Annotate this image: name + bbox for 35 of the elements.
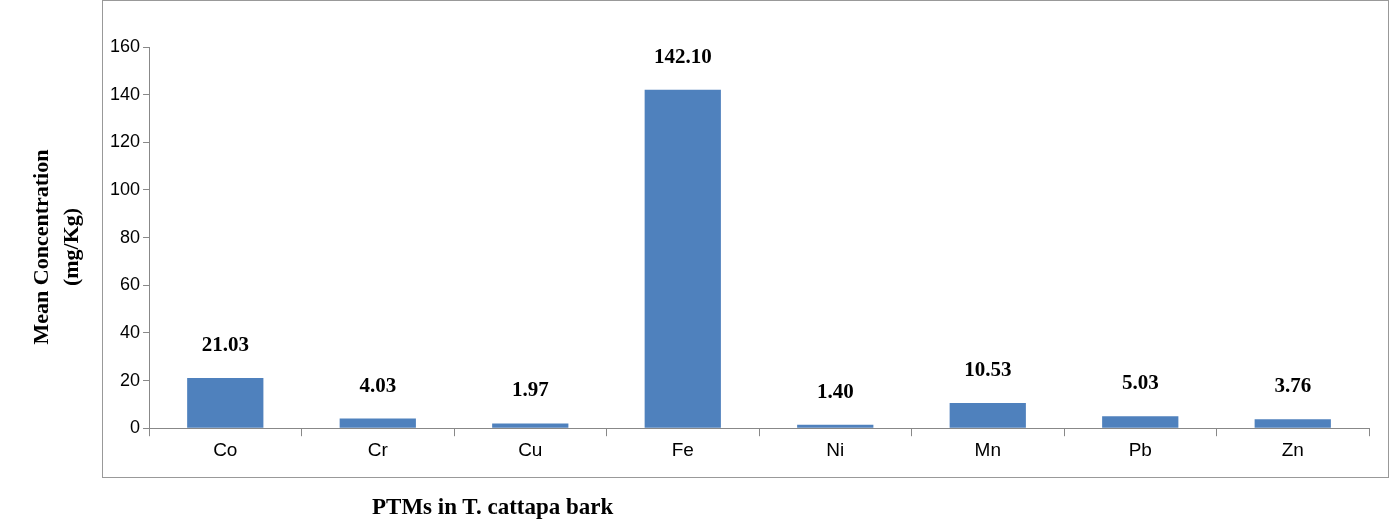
y-tick-label: 0 xyxy=(130,417,141,438)
bar xyxy=(339,418,416,428)
data-label: 1.97 xyxy=(511,377,549,402)
x-tick-label: Pb xyxy=(1128,438,1152,460)
y-axis-title: Mean Concentration (mg/Kg) xyxy=(27,149,84,345)
x-tick-label: Mn xyxy=(974,438,1001,460)
bar xyxy=(187,378,264,428)
data-label: 4.03 xyxy=(359,372,397,397)
data-label: 21.03 xyxy=(201,332,249,357)
bar xyxy=(1102,416,1179,428)
bar xyxy=(492,423,569,428)
x-tick-label: Zn xyxy=(1281,438,1304,460)
y-tick-label: 140 xyxy=(109,83,141,104)
y-tick-label: 40 xyxy=(120,321,141,342)
data-label: 142.10 xyxy=(653,43,712,68)
x-tick-label: Ni xyxy=(826,438,845,460)
data-label: 5.03 xyxy=(1121,370,1159,395)
x-axis-title: PTMs in T. cattapa bark xyxy=(372,494,615,520)
y-tick-label: 120 xyxy=(109,131,141,152)
x-tick-label: Cu xyxy=(518,438,543,460)
x-tick-label: Co xyxy=(213,438,238,460)
bar xyxy=(1254,419,1331,428)
data-label: 10.53 xyxy=(964,357,1012,382)
bar xyxy=(949,403,1026,428)
data-label: 3.76 xyxy=(1274,373,1312,398)
y-tick-label: 20 xyxy=(120,369,141,390)
x-tick-label: Fe xyxy=(671,438,694,460)
y-tick-label: 80 xyxy=(120,226,141,247)
y-tick-label: 160 xyxy=(109,35,141,56)
y-tick-label: 100 xyxy=(109,178,141,199)
y-tick-label: 60 xyxy=(120,274,141,295)
bar xyxy=(797,424,874,428)
data-label: 1.40 xyxy=(816,378,854,403)
x-tick-label: Cr xyxy=(367,438,389,460)
bar xyxy=(644,89,721,428)
